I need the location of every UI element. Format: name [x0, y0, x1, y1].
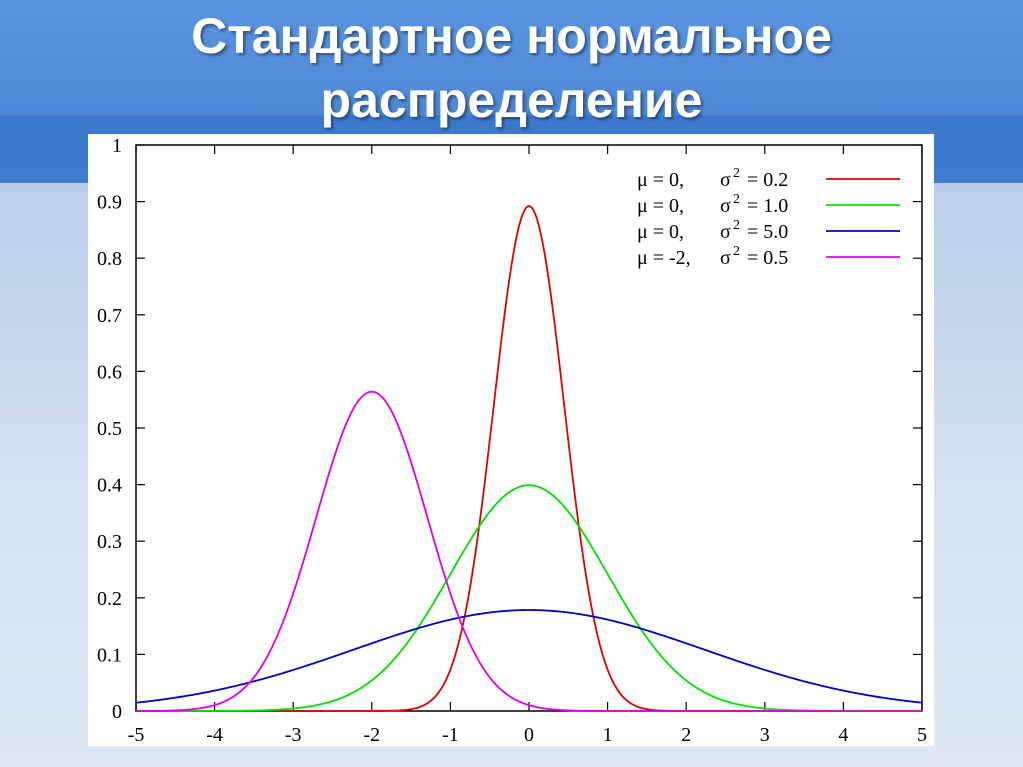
- y-tick-label: 0.1: [97, 644, 122, 666]
- y-tick-label: 1: [112, 135, 122, 157]
- legend-exponent: 2: [733, 218, 740, 233]
- legend-variance-label: = 0.2: [747, 169, 788, 191]
- legend-variance-label: = 1.0: [747, 195, 788, 217]
- legend-entry: μ = 0, σ 2 = 5.0: [637, 218, 900, 243]
- chart-panel: 0 0.1 0.2 0.3 0.4 0.5 0.6 0.7 0.8 0.9 1 -5 -4 -3 -2 -1 0…: [88, 134, 934, 746]
- legend-sigma-symbol: σ: [720, 169, 731, 191]
- x-tick-label: 4: [838, 724, 848, 746]
- axes: 0 0.1 0.2 0.3 0.4 0.5 0.6 0.7 0.8 0.9 1 -5 -4 -3 -2 -1 0…: [97, 135, 927, 746]
- x-tick-label: 2: [681, 724, 691, 746]
- legend-mu-label: μ = 0,: [637, 195, 684, 217]
- legend-exponent: 2: [733, 166, 740, 181]
- legend-variance-label: = 0.5: [747, 247, 788, 269]
- series-line-1: [136, 205, 922, 712]
- y-tick-label: 0.3: [97, 531, 122, 553]
- x-tick-label: -1: [442, 724, 459, 746]
- y-tick-label: 0.8: [97, 248, 122, 270]
- legend-entry: μ = -2, σ 2 = 0.5: [637, 244, 900, 269]
- y-tick-label: 0.2: [97, 588, 122, 610]
- y-tick-label: 0.7: [97, 305, 122, 327]
- x-tick-label: 3: [760, 724, 770, 746]
- x-tick-label: -4: [206, 724, 223, 746]
- series-line-4: [136, 390, 922, 712]
- y-tick-label: 0.4: [97, 475, 122, 497]
- legend-entry: μ = 0, σ 2 = 1.0: [637, 192, 900, 217]
- legend-variance-label: = 5.0: [747, 221, 788, 243]
- x-tick-label: 0: [524, 724, 534, 746]
- legend-mu-label: μ = 0,: [637, 169, 684, 191]
- slide-title: Стандартное нормальное распределение: [0, 4, 1023, 132]
- y-tick-label: 0.6: [97, 361, 122, 383]
- legend-mu-label: μ = -2,: [637, 247, 691, 269]
- y-tick-label: 0.9: [97, 192, 122, 214]
- legend-sigma-symbol: σ: [720, 247, 731, 269]
- legend-sigma-symbol: σ: [720, 195, 731, 217]
- series-line-3: [135, 609, 923, 704]
- normal-distribution-chart: 0 0.1 0.2 0.3 0.4 0.5 0.6 0.7 0.8 0.9 1 -5 -4 -3 -2 -1 0…: [97, 135, 927, 746]
- x-tick-label: -2: [363, 724, 380, 746]
- legend-exponent: 2: [733, 244, 740, 259]
- legend-entry: μ = 0, σ 2 = 0.2: [637, 166, 900, 191]
- x-tick-label: -5: [128, 724, 145, 746]
- legend-mu-label: μ = 0,: [637, 221, 684, 243]
- legend-exponent: 2: [733, 192, 740, 207]
- legend-sigma-symbol: σ: [720, 221, 731, 243]
- legend: μ = 0, σ 2 = 0.2μ = 0, σ 2 = 1.0μ = 0, σ 2 = 5.0μ…: [637, 166, 900, 269]
- x-tick-label: -3: [285, 724, 302, 746]
- x-tick-label: 1: [603, 724, 613, 746]
- slide-title-line-2: распределение: [320, 72, 703, 128]
- curves: [135, 205, 923, 712]
- slide-title-line-1: Стандартное нормальное: [191, 8, 832, 64]
- y-tick-label: 0.5: [97, 418, 122, 440]
- y-tick-label: 0: [112, 701, 122, 723]
- plot-frame: [135, 144, 923, 712]
- x-tick-label: 5: [917, 724, 927, 746]
